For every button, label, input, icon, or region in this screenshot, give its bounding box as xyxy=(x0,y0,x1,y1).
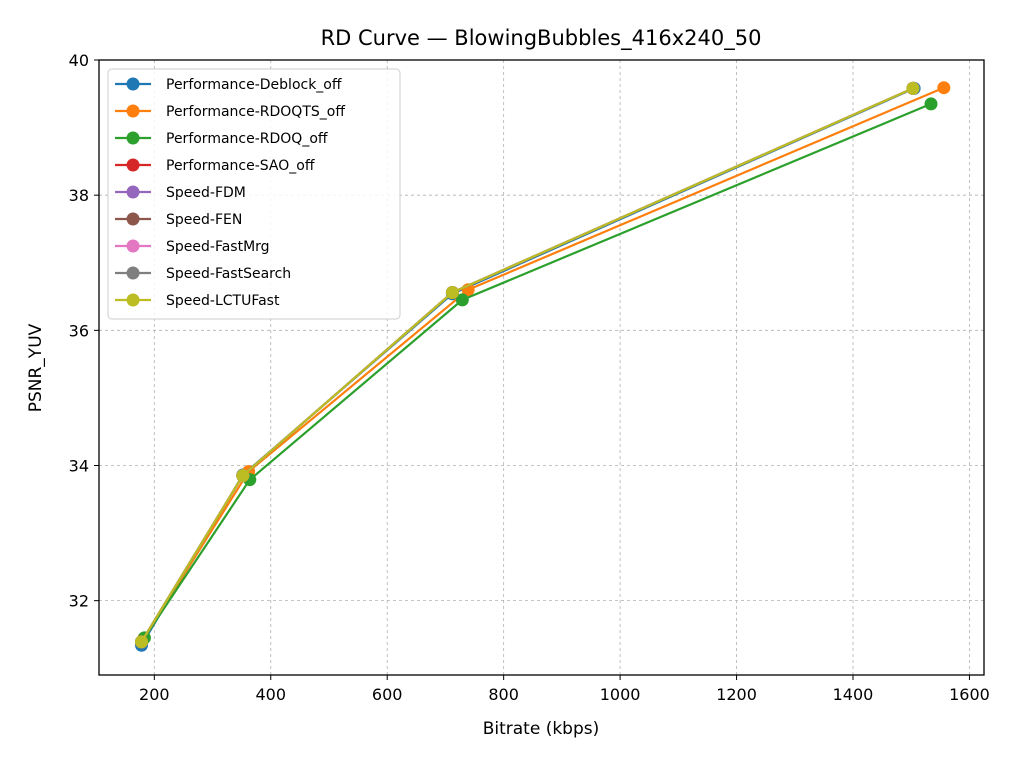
legend-label: Speed-FastMrg xyxy=(166,239,270,255)
series-line xyxy=(140,87,914,643)
legend-entry: Speed-FastMrg xyxy=(115,239,270,255)
x-tick-label: 800 xyxy=(488,685,519,704)
x-tick-label: 1400 xyxy=(833,685,874,704)
y-tick-label: 32 xyxy=(69,592,89,611)
x-tick-label: 400 xyxy=(255,685,286,704)
legend-entry: Performance-RDOQTS_off xyxy=(115,104,345,120)
x-tick-label: 200 xyxy=(139,685,170,704)
x-axis-title: Bitrate (kbps) xyxy=(483,719,600,739)
legend: Performance-Deblock_off Performance-RDOQT… xyxy=(107,68,401,320)
x-tick-label: 1200 xyxy=(716,685,757,704)
legend-entry: Speed-FDM xyxy=(115,185,246,201)
x-tick-label: 1000 xyxy=(600,685,641,704)
y-tick-label: 34 xyxy=(69,456,89,475)
x-tick-label: 1600 xyxy=(949,685,990,704)
series-line xyxy=(142,86,945,640)
legend-marker xyxy=(126,212,140,226)
legend-box xyxy=(107,68,401,320)
legend-label: Performance-RDOQTS_off xyxy=(166,104,345,120)
legend-marker xyxy=(126,131,140,145)
legend-marker xyxy=(126,266,140,280)
legend-marker xyxy=(126,239,140,253)
legend-entry: Performance-SAO_off xyxy=(115,158,315,174)
legend-label: Performance-Deblock_off xyxy=(166,77,342,93)
x-tick-label: 600 xyxy=(372,685,403,704)
legend-entry: Speed-FastSearch xyxy=(115,266,291,282)
legend-entry: Speed-LCTUFast xyxy=(115,293,280,309)
axis-ticks: 200 400 600 800 1000 1200 1400 1600 32 34 36 38 40 xyxy=(69,51,990,704)
legend-entry: Speed-FEN xyxy=(115,212,242,228)
legend-entry: Performance-RDOQ_off xyxy=(115,131,328,147)
data-point xyxy=(906,81,920,95)
legend-marker xyxy=(126,158,140,172)
legend-marker xyxy=(126,104,140,118)
plot-frame xyxy=(98,59,985,676)
legend-label: Performance-SAO_off xyxy=(166,158,315,174)
legend-marker xyxy=(126,77,140,91)
legend-label: Speed-FDM xyxy=(166,185,246,201)
y-axis-title: PSNR_YUV xyxy=(26,323,46,412)
legend-entry: Performance-Deblock_off xyxy=(115,77,342,93)
legend-marker xyxy=(126,293,140,307)
y-tick-label: 38 xyxy=(69,186,89,205)
legend-label: Speed-LCTUFast xyxy=(166,293,280,309)
data-point xyxy=(455,293,469,307)
chart-title: RD Curve — BlowingBubbles_416x240_50 xyxy=(321,26,762,51)
data-point xyxy=(236,469,250,483)
data-point xyxy=(135,635,149,649)
series-9 xyxy=(135,81,920,649)
data-point xyxy=(937,81,951,95)
legend-label: Speed-FastSearch xyxy=(166,266,291,282)
y-tick-label: 40 xyxy=(69,51,89,70)
legend-marker xyxy=(126,185,140,199)
data-point xyxy=(445,285,459,299)
series-line xyxy=(143,102,932,639)
legend-label: Speed-FEN xyxy=(166,212,242,228)
plot-series xyxy=(135,81,951,652)
y-tick-label: 36 xyxy=(69,321,89,340)
legend-label: Performance-RDOQ_off xyxy=(166,131,328,147)
data-point xyxy=(924,97,938,111)
